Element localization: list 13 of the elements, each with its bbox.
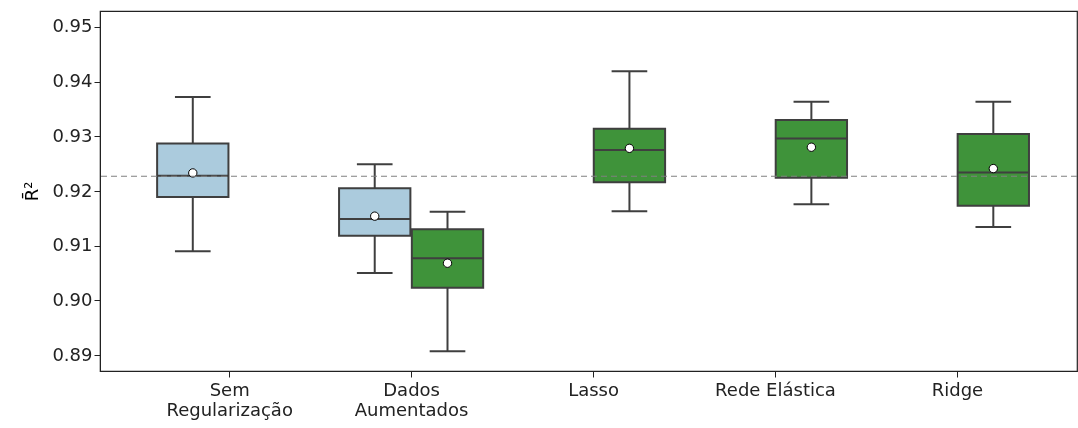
x-tick-label: Ridge bbox=[931, 378, 984, 400]
y-tick-label: 0.90 bbox=[52, 288, 93, 310]
y-tick-label: 0.94 bbox=[52, 70, 93, 92]
y-tick-label: 0.93 bbox=[52, 124, 93, 146]
x-tick-label: Sem Regularização bbox=[166, 378, 293, 420]
y-axis-title: R̄² bbox=[21, 181, 43, 202]
y-tick-label: 0.95 bbox=[52, 15, 93, 37]
x-tick-label: Dados Aumentados bbox=[354, 378, 469, 420]
y-tick-label: 0.89 bbox=[52, 343, 93, 365]
x-tick-label: Lasso bbox=[568, 378, 619, 400]
x-tick-label: Rede Elástica bbox=[715, 378, 836, 400]
y-tick-label: 0.92 bbox=[52, 179, 93, 201]
y-tick-label: 0.91 bbox=[52, 234, 93, 256]
